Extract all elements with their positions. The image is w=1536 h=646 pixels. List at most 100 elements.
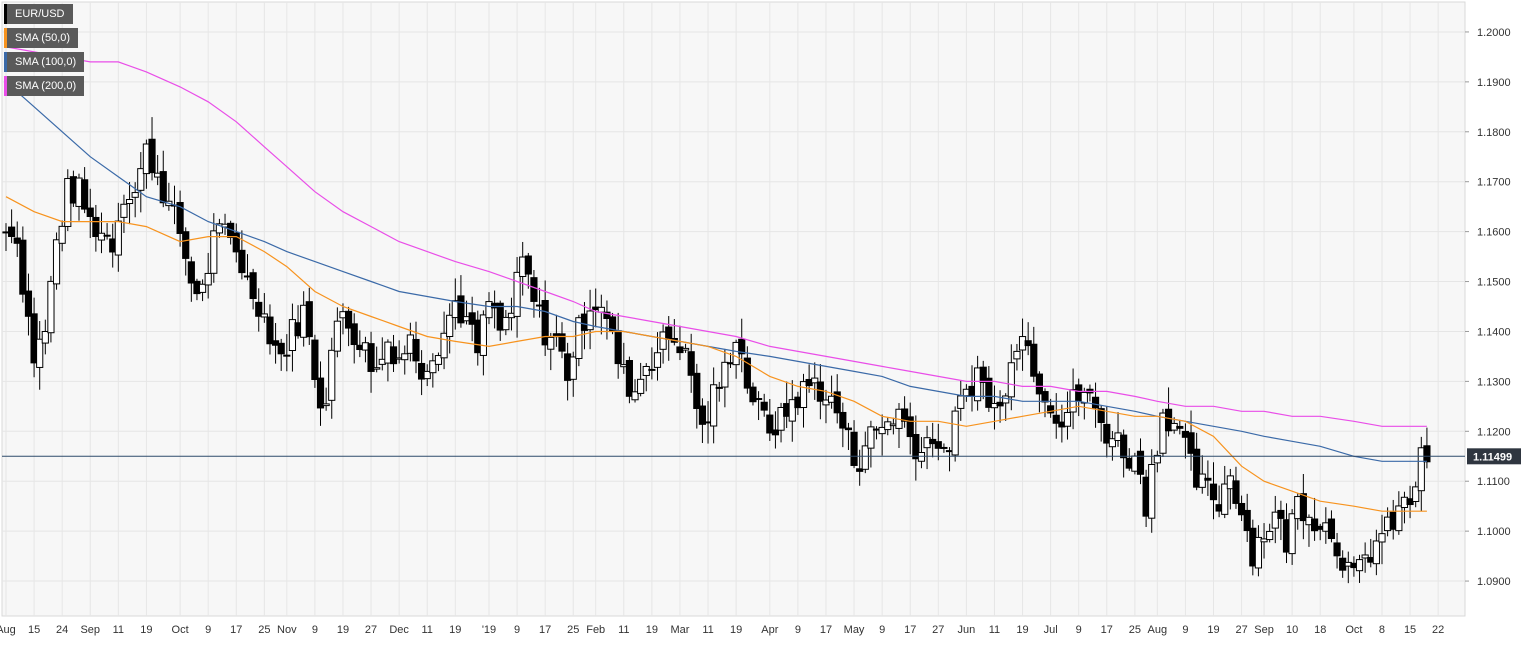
- candle-up: [1266, 530, 1274, 541]
- candle-down: [648, 368, 656, 371]
- candle-down: [771, 429, 780, 436]
- candle-up: [47, 280, 55, 334]
- candle-down: [524, 255, 532, 275]
- candle-down: [816, 381, 824, 402]
- x-tick-label: 17: [820, 624, 832, 636]
- legend-label: SMA (200,0): [15, 80, 77, 92]
- x-tick-label: 27: [365, 624, 377, 636]
- x-tick-label: Mar: [670, 624, 689, 636]
- candle-up: [198, 283, 207, 293]
- legend-swatch: [4, 4, 7, 24]
- x-tick-label: Jul: [1044, 624, 1058, 636]
- x-tick-label: 19: [337, 624, 349, 636]
- y-tick-label: 1.1000: [1477, 526, 1511, 538]
- candle-down: [1091, 396, 1100, 409]
- candle-down: [749, 386, 757, 403]
- candle-down: [249, 272, 257, 300]
- candle-down: [187, 261, 195, 284]
- candle-up: [710, 384, 718, 427]
- candle-down: [311, 339, 319, 380]
- candle-up: [1355, 559, 1364, 572]
- candle-up: [479, 314, 487, 356]
- candle-up: [1198, 473, 1206, 488]
- candle-up: [423, 370, 431, 380]
- candle-up: [125, 199, 134, 205]
- candle-down: [1047, 405, 1055, 414]
- candle-down: [24, 290, 33, 317]
- x-tick-label: 11: [113, 624, 124, 636]
- candle-up: [547, 336, 555, 350]
- x-tick-label: 9: [1182, 624, 1188, 636]
- candle-down: [687, 351, 695, 376]
- candle-down: [996, 401, 1004, 407]
- x-tick-label: 24: [56, 624, 68, 636]
- x-tick-label: 11: [618, 624, 629, 636]
- candle-down: [844, 427, 853, 431]
- x-tick-label: 22: [1432, 624, 1444, 636]
- legend: EUR/USD SMA (50,0) SMA (100,0) SMA (200,…: [4, 4, 85, 100]
- x-tick-label: Nov: [277, 624, 297, 636]
- candle-up: [1153, 454, 1161, 464]
- candle-up: [788, 399, 796, 422]
- candle-down: [468, 312, 476, 325]
- candle-up: [721, 361, 729, 388]
- candle-down: [19, 239, 27, 295]
- x-tick-label: 11: [422, 624, 433, 636]
- candle-down: [1327, 518, 1336, 540]
- candle-down: [614, 330, 622, 365]
- legend-swatch: [4, 28, 7, 48]
- candle-down: [693, 372, 701, 409]
- candle-down: [934, 441, 942, 449]
- x-tick-label: Aug: [1148, 624, 1168, 636]
- candle-down: [738, 338, 746, 355]
- candle-down: [1333, 542, 1341, 557]
- candle-down: [766, 414, 774, 434]
- candle-down: [345, 310, 353, 329]
- sma-100-line: [5, 81, 1427, 462]
- candle-down: [603, 311, 611, 320]
- candle-down: [148, 138, 156, 174]
- x-tick-label: Aug: [0, 624, 16, 636]
- candle-down: [979, 366, 987, 383]
- candle-up: [1254, 536, 1263, 569]
- candle-up: [446, 314, 454, 338]
- candle-down: [760, 401, 768, 411]
- candle-up: [502, 316, 510, 331]
- candle-up: [328, 349, 336, 401]
- candle-down: [1204, 477, 1212, 481]
- candle-down: [8, 226, 16, 237]
- candle-down: [1052, 414, 1060, 424]
- candle-down: [754, 398, 763, 401]
- x-tick-label: 10: [1286, 624, 1298, 636]
- candle-up: [1372, 540, 1380, 565]
- candle-down: [665, 326, 673, 340]
- candle-down: [901, 408, 909, 422]
- candle-down: [839, 411, 847, 429]
- candle-up: [642, 365, 650, 376]
- candle-down: [1423, 445, 1431, 463]
- candle-down: [850, 431, 858, 466]
- candle-up: [440, 332, 448, 359]
- candle-down: [457, 295, 465, 324]
- candle-down: [176, 201, 184, 234]
- x-tick-label: 25: [1129, 624, 1141, 636]
- x-tick-label: 9: [1076, 624, 1082, 636]
- candle-up: [681, 347, 690, 351]
- candle-down: [856, 468, 864, 472]
- candle-up: [861, 445, 869, 470]
- y-tick-label: 1.1100: [1477, 476, 1510, 488]
- y-tick-label: 1.1800: [1477, 127, 1511, 139]
- candle-down: [496, 302, 504, 331]
- y-tick-label: 1.1300: [1477, 376, 1511, 388]
- x-tick-label: 18: [1314, 624, 1326, 636]
- sma-200-line: [5, 46, 1427, 427]
- candle-up: [811, 377, 819, 384]
- candle-up: [631, 391, 639, 401]
- candle-down: [1097, 408, 1105, 424]
- candle-up: [41, 331, 49, 344]
- x-tick-label: 17: [230, 624, 242, 636]
- candle-down: [541, 300, 549, 346]
- x-tick-label: 17: [539, 624, 551, 636]
- candle-up: [1288, 513, 1296, 555]
